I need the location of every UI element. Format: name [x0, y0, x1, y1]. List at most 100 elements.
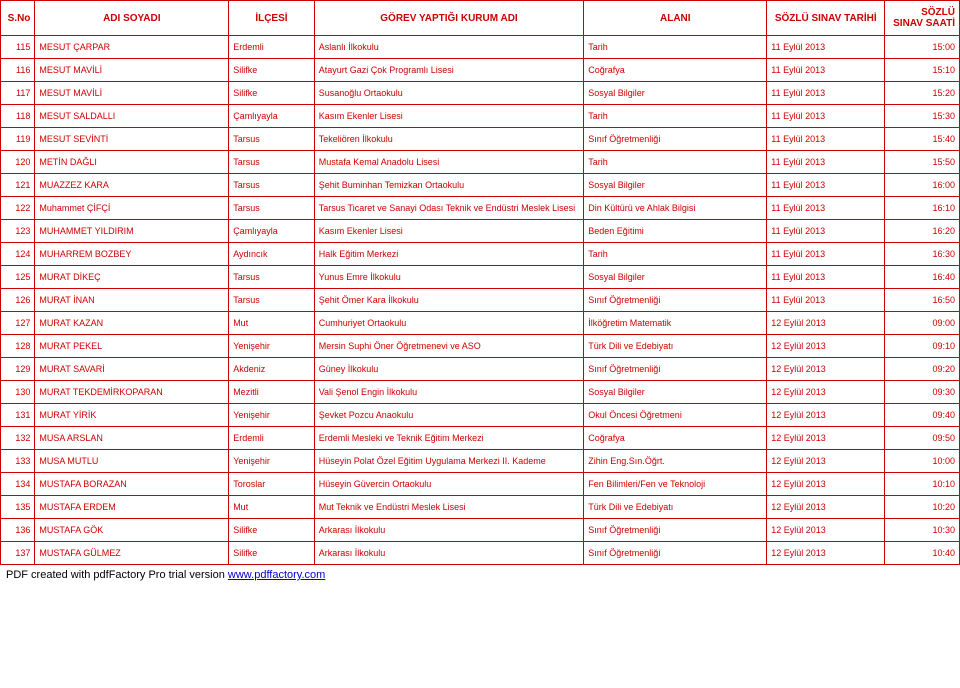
- table-row: 117MESUT MAVİLİSilifkeSusanoğlu Ortaokul…: [1, 82, 960, 105]
- cell: Sınıf Öğretmenliği: [584, 519, 767, 542]
- footer-link[interactable]: www.pdffactory.com: [228, 569, 325, 581]
- cell: 11 Eylül 2013: [767, 128, 885, 151]
- cell: 10:00: [885, 450, 960, 473]
- cell: Sosyal Bilgiler: [584, 82, 767, 105]
- table-row: 126MURAT İNANTarsusŞehit Ömer Kara İlkok…: [1, 289, 960, 312]
- cell: Erdemli: [229, 36, 315, 59]
- cell: 11 Eylül 2013: [767, 59, 885, 82]
- cell: Tarsus: [229, 197, 315, 220]
- cell: MESUT ÇARPAR: [35, 36, 229, 59]
- table-row: 122Muhammet ÇİFÇİTarsusTarsus Ticaret ve…: [1, 197, 960, 220]
- cell: MUSTAFA GÜLMEZ: [35, 542, 229, 565]
- cell: Şehit Buminhan Temizkan Ortaokulu: [314, 174, 584, 197]
- cell: Şehit Ömer Kara İlkokulu: [314, 289, 584, 312]
- cell: MUSTAFA GÖK: [35, 519, 229, 542]
- cell: 12 Eylül 2013: [767, 358, 885, 381]
- cell: 16:30: [885, 243, 960, 266]
- cell: Kasım Ekenler Lisesi: [314, 105, 584, 128]
- cell: 120: [1, 151, 35, 174]
- cell: MURAT TEKDEMİRKOPARAN: [35, 381, 229, 404]
- table-row: 134MUSTAFA BORAZANToroslarHüseyin Güverc…: [1, 473, 960, 496]
- footer: PDF created with pdfFactory Pro trial ve…: [0, 565, 960, 585]
- table-row: 129MURAT SAVARİAkdenizGüney İlkokuluSını…: [1, 358, 960, 381]
- cell: 16:10: [885, 197, 960, 220]
- cell: Tarsus: [229, 151, 315, 174]
- cell: Fen Bilimleri/Fen ve Teknoloji: [584, 473, 767, 496]
- cell: 09:50: [885, 427, 960, 450]
- cell: MUHARREM BOZBEY: [35, 243, 229, 266]
- cell: MUAZZEZ KARA: [35, 174, 229, 197]
- cell: Tarih: [584, 105, 767, 128]
- cell: Vali Şenol Engin İlkokulu: [314, 381, 584, 404]
- cell: Mersin Suphi Öner Öğretmenevi ve ASO: [314, 335, 584, 358]
- cell: Atayurt Gazi Çok Programlı Lisesi: [314, 59, 584, 82]
- table-row: 120METİN DAĞLITarsusMustafa Kemal Anadol…: [1, 151, 960, 174]
- cell: Tarih: [584, 151, 767, 174]
- cell: 12 Eylül 2013: [767, 542, 885, 565]
- cell: Silifke: [229, 59, 315, 82]
- cell: Türk Dili ve Edebiyatı: [584, 335, 767, 358]
- table-row: 135MUSTAFA ERDEMMutMut Teknik ve Endüstr…: [1, 496, 960, 519]
- cell: MESUT SEVİNTİ: [35, 128, 229, 151]
- cell: Toroslar: [229, 473, 315, 496]
- cell: Hüseyin Güvercin Ortaokulu: [314, 473, 584, 496]
- cell: Erdemli: [229, 427, 315, 450]
- cell: 16:50: [885, 289, 960, 312]
- cell: 10:20: [885, 496, 960, 519]
- table-row: 136MUSTAFA GÖKSilifkeArkarası İlkokuluSı…: [1, 519, 960, 542]
- cell: 12 Eylül 2013: [767, 450, 885, 473]
- cell: Tarsus Ticaret ve Sanayi Odası Teknik ve…: [314, 197, 584, 220]
- cell: 15:20: [885, 82, 960, 105]
- cell: 11 Eylül 2013: [767, 151, 885, 174]
- cell: 15:30: [885, 105, 960, 128]
- cell: Sınıf Öğretmenliği: [584, 289, 767, 312]
- table-row: 128MURAT PEKELYenişehirMersin Suphi Öner…: [1, 335, 960, 358]
- cell: MUSA MUTLU: [35, 450, 229, 473]
- cell: 09:20: [885, 358, 960, 381]
- table-row: 133MUSA MUTLUYenişehirHüseyin Polat Özel…: [1, 450, 960, 473]
- cell: Tarih: [584, 36, 767, 59]
- cell: Din Kültürü ve Ahlak Bilgisi: [584, 197, 767, 220]
- cell: 128: [1, 335, 35, 358]
- cell: Çamlıyayla: [229, 220, 315, 243]
- cell: Tarsus: [229, 266, 315, 289]
- cell: 09:00: [885, 312, 960, 335]
- footer-text: PDF created with pdfFactory Pro trial ve…: [6, 569, 228, 581]
- cell: 09:30: [885, 381, 960, 404]
- cell: 11 Eylül 2013: [767, 105, 885, 128]
- cell: Şevket Pozcu Anaokulu: [314, 404, 584, 427]
- cell: 132: [1, 427, 35, 450]
- cell: 16:00: [885, 174, 960, 197]
- cell: MURAT PEKEL: [35, 335, 229, 358]
- cell: 124: [1, 243, 35, 266]
- cell: 11 Eylül 2013: [767, 174, 885, 197]
- cell: Arkarası İlkokulu: [314, 542, 584, 565]
- cell: 130: [1, 381, 35, 404]
- cell: Silifke: [229, 542, 315, 565]
- table-body: 115MESUT ÇARPARErdemliAslanlı İlkokuluTa…: [1, 36, 960, 565]
- cell: 118: [1, 105, 35, 128]
- cell: Tarih: [584, 243, 767, 266]
- table-row: 127MURAT KAZANMutCumhuriyet Ortaokuluİlk…: [1, 312, 960, 335]
- cell: Sınıf Öğretmenliği: [584, 358, 767, 381]
- cell: MUSTAFA ERDEM: [35, 496, 229, 519]
- cell: 12 Eylül 2013: [767, 519, 885, 542]
- cell: Susanoğlu Ortaokulu: [314, 82, 584, 105]
- cell: 15:50: [885, 151, 960, 174]
- data-table: S.No ADI SOYADI İLÇESİ GÖREV YAPTIĞI KUR…: [0, 0, 960, 565]
- cell: MURAT KAZAN: [35, 312, 229, 335]
- cell: 12 Eylül 2013: [767, 473, 885, 496]
- cell: 16:40: [885, 266, 960, 289]
- col-adi: ADI SOYADI: [35, 1, 229, 36]
- cell: MESUT MAVİLİ: [35, 59, 229, 82]
- cell: Tarsus: [229, 174, 315, 197]
- cell: 115: [1, 36, 35, 59]
- cell: 131: [1, 404, 35, 427]
- cell: Tarsus: [229, 128, 315, 151]
- cell: Yenişehir: [229, 335, 315, 358]
- cell: Çamlıyayla: [229, 105, 315, 128]
- cell: 123: [1, 220, 35, 243]
- col-sno: S.No: [1, 1, 35, 36]
- cell: Tarsus: [229, 289, 315, 312]
- cell: 134: [1, 473, 35, 496]
